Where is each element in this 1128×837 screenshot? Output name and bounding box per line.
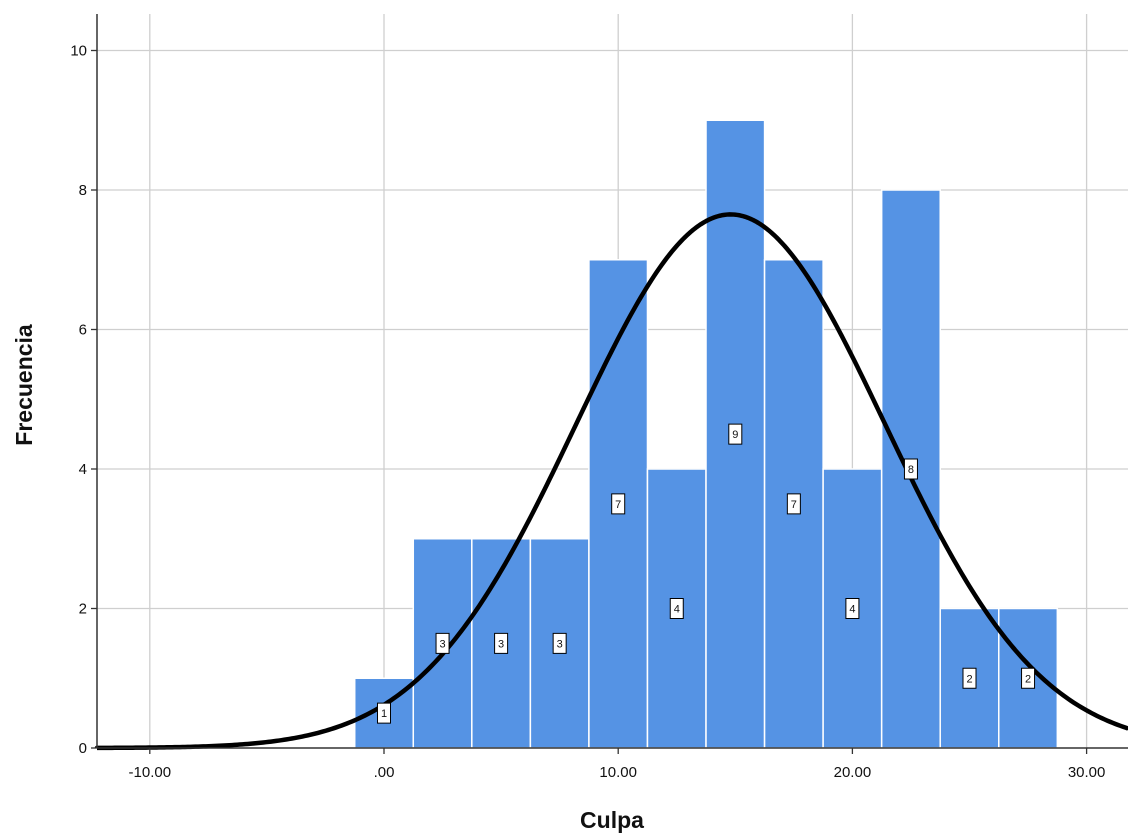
y-tick-label: 10 bbox=[70, 43, 87, 60]
data-label: 2 bbox=[966, 673, 972, 685]
y-tick-label: 6 bbox=[79, 322, 87, 339]
data-label-box bbox=[435, 632, 450, 654]
x-axis-title: Culpa bbox=[580, 807, 644, 833]
data-label: 7 bbox=[615, 499, 621, 511]
data-label: 7 bbox=[791, 499, 797, 511]
data-label-box bbox=[552, 632, 567, 654]
data-label: 3 bbox=[439, 638, 445, 650]
x-tick-label: -10.00 bbox=[129, 764, 172, 781]
y-tick-label: 8 bbox=[79, 182, 87, 199]
y-tick-label: 2 bbox=[79, 601, 87, 618]
data-label: 2 bbox=[1025, 673, 1031, 685]
data-label-box bbox=[845, 598, 860, 619]
data-label-box bbox=[728, 423, 743, 445]
data-label-box bbox=[962, 667, 977, 689]
data-label: 3 bbox=[498, 638, 504, 650]
axes: 0 2 4 6 8 10 -10.00 .00 10.00 20.00 30.00 bbox=[70, 14, 1128, 781]
data-label: 1 bbox=[381, 708, 387, 720]
x-tick-label: 20.00 bbox=[834, 764, 872, 781]
data-label-box bbox=[903, 458, 918, 480]
data-label: 4 bbox=[674, 604, 680, 616]
data-label: 8 bbox=[908, 464, 914, 476]
data-label-box bbox=[611, 493, 626, 515]
x-tick-label: 30.00 bbox=[1068, 764, 1106, 781]
y-tick-label: 4 bbox=[79, 461, 87, 478]
bar-data-labels: 1 3 3 3 7 4 9 7 4 8 2 2 bbox=[377, 423, 1036, 724]
normal-curve bbox=[94, 212, 1128, 751]
x-tick-label: .00 bbox=[374, 764, 395, 781]
y-axis-title: Frecuencia bbox=[11, 324, 37, 446]
data-label-box bbox=[494, 632, 509, 654]
normal-curve-layer bbox=[94, 212, 1128, 751]
x-tick-label: 10.00 bbox=[599, 764, 637, 781]
data-label-box bbox=[377, 702, 391, 724]
data-label: 4 bbox=[849, 604, 855, 616]
data-label-box bbox=[1021, 667, 1036, 689]
data-label-box bbox=[669, 598, 684, 619]
y-tick-label: 0 bbox=[79, 740, 87, 757]
data-label: 3 bbox=[557, 638, 563, 650]
data-label-box bbox=[786, 493, 801, 515]
grid-lines bbox=[97, 14, 1128, 748]
histogram-bars bbox=[353, 119, 1059, 749]
data-label: 9 bbox=[732, 429, 738, 441]
